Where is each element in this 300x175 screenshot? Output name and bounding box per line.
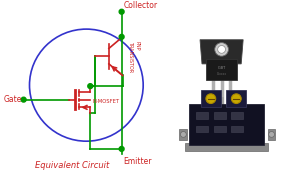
Text: Equivalent Circuit: Equivalent Circuit bbox=[35, 161, 110, 170]
Text: Emitter: Emitter bbox=[124, 157, 152, 166]
Bar bbox=[226, 90, 246, 107]
Text: PNP
TRANSISTOR: PNP TRANSISTOR bbox=[128, 41, 139, 72]
Circle shape bbox=[119, 34, 124, 39]
Circle shape bbox=[206, 94, 216, 103]
Bar bbox=[196, 112, 208, 119]
Circle shape bbox=[218, 46, 226, 53]
Circle shape bbox=[215, 43, 229, 56]
Text: Collector: Collector bbox=[124, 1, 158, 10]
Circle shape bbox=[268, 132, 274, 137]
Circle shape bbox=[88, 84, 93, 89]
Circle shape bbox=[119, 9, 124, 14]
Bar bbox=[214, 112, 226, 119]
Text: N-MOSFET: N-MOSFET bbox=[92, 99, 119, 104]
Bar bbox=[201, 90, 220, 107]
Text: Gate: Gate bbox=[3, 95, 22, 104]
Bar bbox=[196, 126, 208, 132]
Polygon shape bbox=[200, 40, 243, 64]
Bar bbox=[214, 126, 226, 132]
Bar bbox=[231, 126, 243, 132]
Bar bbox=[185, 143, 268, 151]
Bar bbox=[231, 112, 243, 119]
Bar bbox=[206, 59, 237, 80]
Circle shape bbox=[180, 132, 186, 137]
Bar bbox=[189, 104, 264, 145]
Circle shape bbox=[231, 94, 241, 103]
Bar bbox=[268, 129, 275, 140]
Circle shape bbox=[119, 146, 124, 151]
Text: IGxxxx: IGxxxx bbox=[217, 72, 227, 76]
Circle shape bbox=[21, 97, 26, 102]
Bar bbox=[179, 129, 187, 140]
Text: IGBT: IGBT bbox=[218, 66, 226, 70]
